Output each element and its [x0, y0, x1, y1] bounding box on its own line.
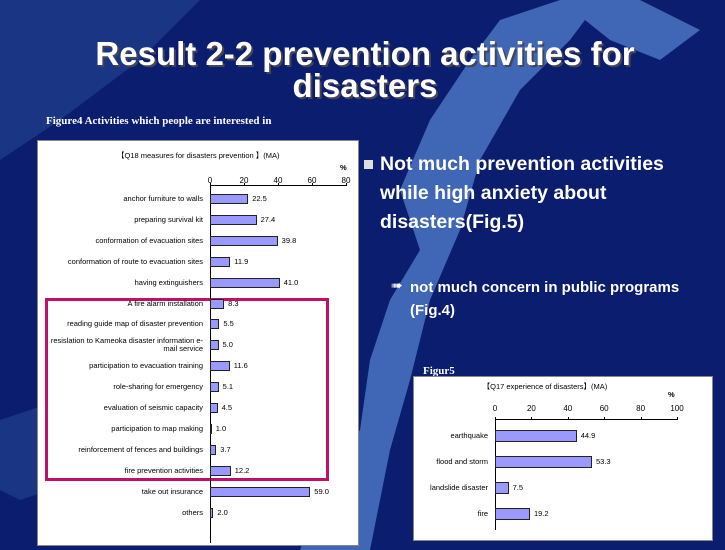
tick-mark: [244, 183, 245, 186]
value-label: 5.5: [223, 319, 234, 329]
bullet-square: [364, 160, 373, 169]
value-label: 22.5: [252, 194, 267, 203]
x-tick-label: 40: [273, 176, 283, 185]
category-label: fire: [477, 509, 488, 518]
category-label: earthquake: [450, 431, 488, 440]
x-axis-line: [210, 185, 346, 186]
chart-title: 【Q18 measures for disasters prevention 】…: [117, 151, 280, 160]
category-label: preparing survival kit: [134, 214, 203, 224]
tick-mark: [604, 417, 606, 420]
value-label: 59.0: [314, 486, 329, 496]
category-label: flood and storm: [436, 457, 488, 466]
bar: [210, 277, 280, 288]
tick-mark: [312, 183, 313, 186]
bar: [495, 482, 509, 494]
bar: [495, 456, 592, 468]
tick-mark: [531, 417, 533, 420]
chart-title: 【Q17 experience of disasters】(MA): [482, 382, 608, 391]
value-label: 3.7: [220, 444, 231, 454]
bar: [210, 340, 219, 351]
highlight-frame: [45, 298, 329, 481]
figure-label: Figure4 Activities which people are inte…: [46, 115, 272, 127]
bullet-text: Not much prevention activities while hig…: [380, 153, 664, 233]
category-label: role-sharing for emergency: [113, 382, 203, 392]
bar: [210, 403, 218, 413]
bar: [210, 214, 257, 225]
category-label: participation to evacuation training: [89, 361, 203, 371]
value-label: 27.4: [260, 214, 276, 224]
category-label: A fire alarm installation: [127, 298, 203, 308]
x-tick-label: 40: [563, 404, 573, 413]
value-label: 5.0: [222, 340, 233, 350]
value-label: 5.1: [222, 382, 234, 392]
x-tick-label: 0: [492, 404, 498, 413]
sub-bullet-text: not much concern in public programs (Fig…: [410, 279, 680, 319]
x-tick-label: 80: [341, 176, 351, 185]
category-label: conformation of route to evacuation site…: [67, 256, 203, 266]
value-label: 44.9: [580, 431, 596, 440]
category-label: anchor furniture to walls: [123, 194, 203, 203]
category-label: resislation to Kameoka disaster informat…: [50, 336, 203, 354]
value-label: 7.5: [512, 483, 524, 492]
x-tick-label: 20: [526, 404, 536, 413]
x-tick-label: 60: [599, 404, 609, 413]
tick-mark: [677, 417, 678, 420]
value-label: 8.3: [228, 298, 239, 308]
y-axis-line: [495, 420, 496, 530]
bar: [210, 235, 278, 246]
bar: [210, 256, 231, 267]
bar: [210, 319, 220, 330]
category-label: evaluation of seismic capacity: [103, 403, 203, 412]
x-tick-label: 20: [239, 176, 249, 185]
x-tick-label: 80: [636, 404, 646, 413]
category-label: take out insurance: [141, 486, 203, 496]
bar: [210, 298, 225, 309]
value-label: 11.6: [233, 361, 248, 371]
bar: [210, 444, 217, 455]
value-label: 53.3: [596, 457, 611, 466]
figure-label: Figur5: [423, 365, 455, 377]
category-label: landslide disaster: [430, 483, 488, 492]
unit-label: %: [668, 390, 675, 399]
bar: [210, 382, 219, 393]
tick-mark: [495, 417, 496, 420]
category-label: fire prevention activities: [124, 465, 203, 475]
bar: [495, 508, 530, 520]
value-label: 39.8: [281, 235, 297, 245]
tick-mark: [278, 183, 279, 186]
bar: [210, 423, 212, 434]
bar: [210, 465, 231, 476]
value-label: 41.0: [283, 277, 299, 287]
unit-label: %: [340, 163, 347, 172]
tick-mark: [640, 417, 642, 420]
x-tick-label: 100: [670, 404, 684, 413]
x-tick-label: 0: [207, 176, 213, 185]
x-axis-line: [495, 419, 677, 420]
category-label: conformation of evacuation sites: [95, 235, 203, 245]
bar: [210, 194, 249, 204]
tick-mark: [346, 183, 347, 186]
tick-mark: [567, 417, 569, 420]
value-label: 4.5: [221, 403, 233, 412]
bar: [210, 507, 214, 518]
value-label: 2.0: [217, 507, 228, 517]
category-label: reinforcement of fences and buildings: [78, 444, 203, 454]
category-label: others: [182, 507, 203, 517]
x-tick-label: 60: [307, 176, 317, 185]
value-label: 12.2: [234, 465, 250, 475]
value-label: 11.9: [234, 256, 249, 266]
category-label: reading guide map of disaster prevention: [67, 319, 203, 329]
slide-title: Result 2-2 prevention activities for dis…: [95, 35, 635, 104]
category-label: having extinguishers: [134, 277, 203, 287]
bar: [210, 486, 311, 497]
tick-mark: [210, 183, 211, 186]
bar: [495, 430, 577, 442]
value-label: 19.2: [533, 509, 549, 518]
value-label: 1.0: [215, 423, 227, 433]
category-label: participation to map making: [111, 423, 203, 433]
arrow-icon: ➠: [391, 277, 403, 293]
bar: [210, 361, 230, 372]
